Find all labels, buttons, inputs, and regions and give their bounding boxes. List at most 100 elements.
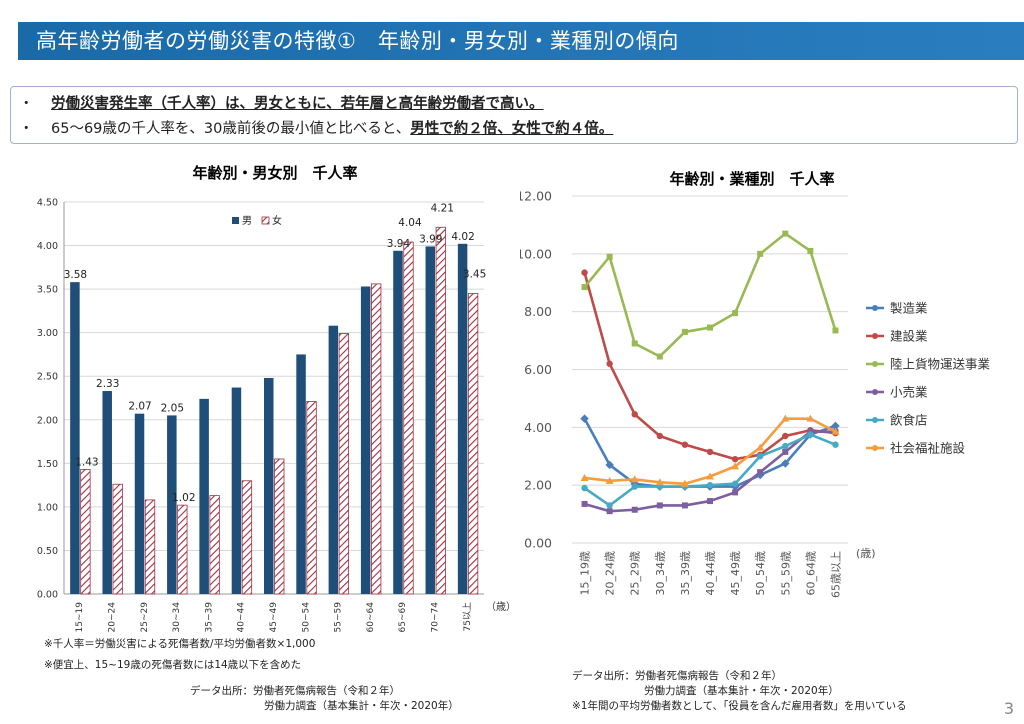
y-tick-label: 0.50 xyxy=(37,546,58,557)
y-tick-label: 10.00 xyxy=(520,246,552,261)
summary-emphasis: 男性で約２倍、女性で約４倍。 xyxy=(410,121,614,137)
y-tick-label: 4.00 xyxy=(524,420,552,435)
series-point xyxy=(581,500,588,507)
left-source-2: 労働力調査（基本集計・年次・2020年） xyxy=(264,700,459,712)
x-tick-label: 60~64 xyxy=(366,602,376,632)
series-point xyxy=(656,353,663,360)
series-point xyxy=(656,432,664,440)
y-tick-label: 8.00 xyxy=(524,304,552,319)
y-tick-label: 2.50 xyxy=(37,372,58,383)
y-tick-label: 4.00 xyxy=(37,241,58,252)
series-point xyxy=(706,448,714,456)
data-label-male: 2.33 xyxy=(96,378,119,390)
series-point xyxy=(655,478,664,486)
bar-female xyxy=(274,458,285,595)
series-point xyxy=(581,284,588,291)
y-tick-label: 12.00 xyxy=(520,189,552,204)
data-label-female: 4.04 xyxy=(398,217,422,229)
data-label-female: 1.43 xyxy=(75,456,98,468)
series-point xyxy=(580,473,589,481)
series-point xyxy=(731,455,739,463)
bar-female xyxy=(177,504,188,595)
x-tick-label: 60_64歳 xyxy=(804,551,817,596)
series-point xyxy=(680,479,689,487)
legend-marker xyxy=(872,389,878,395)
series-point xyxy=(782,230,789,237)
legend-label: 建設業 xyxy=(890,329,928,344)
series-point xyxy=(706,472,714,480)
right-source-1: データ出所：労働者死傷病報告（令和２年） xyxy=(572,670,782,682)
series-point xyxy=(756,443,765,451)
series-point xyxy=(732,310,739,317)
y-tick-label: 4.50 xyxy=(37,198,58,209)
x-tick-label: 35~39 xyxy=(204,602,214,632)
x-tick-label: 20_24歳 xyxy=(604,551,617,596)
legend-label-male: 男 xyxy=(242,215,252,227)
bar-male xyxy=(360,286,371,594)
x-tick-label: 45_49歳 xyxy=(729,551,742,596)
y-tick-label: 3.00 xyxy=(37,328,58,339)
bar-chart: 年齢別・男女別 千人率 0.00 0.50 1.00 1.50 2.00 2.50 3.00… xyxy=(37,164,516,632)
x-tick-label: 65~69 xyxy=(398,602,408,632)
series-line xyxy=(583,232,837,358)
series-point xyxy=(781,459,790,468)
bar-male xyxy=(102,391,112,594)
summary-text: 65～69歳の千人率を、30歳前後の最小値と比べると、 xyxy=(51,121,411,137)
legend-marker xyxy=(872,305,878,311)
series-point xyxy=(707,498,713,505)
y-tick-label: 1.50 xyxy=(37,459,58,470)
x-tick-label: 30~34 xyxy=(172,602,182,632)
series-point xyxy=(606,360,613,367)
bar-female xyxy=(371,283,382,595)
x-tick-label: 35_39歳 xyxy=(679,551,692,596)
series-point xyxy=(831,427,840,435)
series-point xyxy=(831,421,840,431)
series-point xyxy=(681,328,688,335)
series-point xyxy=(731,480,739,487)
bullet: ・ xyxy=(19,96,34,112)
series-point xyxy=(806,414,815,422)
bar-male xyxy=(393,250,403,594)
series-point xyxy=(807,247,814,254)
line-chart: 年齢別・業種別 千人率 0.00 2.00 4.00 6.00 8.00 10.00 12.… xyxy=(520,170,991,598)
x-tick-label: 50~54 xyxy=(301,602,311,632)
series-point xyxy=(631,411,638,418)
legend-marker xyxy=(872,417,878,423)
series-point xyxy=(757,250,764,257)
bar-female xyxy=(435,226,446,595)
series-point xyxy=(631,483,638,490)
y-tick-label: 3.50 xyxy=(37,285,58,296)
bar-female xyxy=(209,495,220,595)
bar-female xyxy=(241,480,253,595)
legend-marker xyxy=(872,445,878,451)
series-point xyxy=(782,432,789,440)
x-tick-label: 25_29歳 xyxy=(629,551,642,596)
bar-female xyxy=(467,293,479,595)
summary-box: ・ 労働災害発生率（千人率）は、男女ともに、若年層と高年齢労働者で高い。 ・ 65～… xyxy=(10,86,1018,144)
series-point xyxy=(605,476,614,484)
data-label-female: 1.02 xyxy=(172,492,195,504)
bar-female xyxy=(403,241,414,595)
x-tick-label: 30_34歳 xyxy=(654,551,667,596)
y-tick-label: 2.00 xyxy=(37,415,58,426)
x-tick-label: 65歳以上 xyxy=(829,551,842,598)
page-title: 高年齢労働者の労働災害の特徴① 年齢別・男女別・業種別の傾向 xyxy=(18,22,1024,60)
data-label-male: 2.07 xyxy=(128,401,151,413)
data-label-male: 3.99 xyxy=(419,233,442,245)
series-point xyxy=(580,414,589,423)
bar-chart-title: 年齢別・男女別 千人率 xyxy=(192,164,357,182)
series-point xyxy=(606,253,613,260)
series-point xyxy=(656,502,663,509)
x-tick-label: 55_59歳 xyxy=(779,551,792,596)
y-tick-label: 6.00 xyxy=(524,362,552,377)
series-point xyxy=(757,469,764,476)
x-tick-label: 45~49 xyxy=(269,602,279,632)
series-point xyxy=(630,475,639,483)
series-point xyxy=(781,414,790,422)
series-point xyxy=(832,441,839,448)
legend-label: 小売業 xyxy=(890,385,928,400)
bar-male xyxy=(328,325,339,594)
x-tick-label: 75以上 xyxy=(462,602,473,631)
x-tick-label: 70~74 xyxy=(431,602,441,632)
series-point xyxy=(631,340,638,347)
